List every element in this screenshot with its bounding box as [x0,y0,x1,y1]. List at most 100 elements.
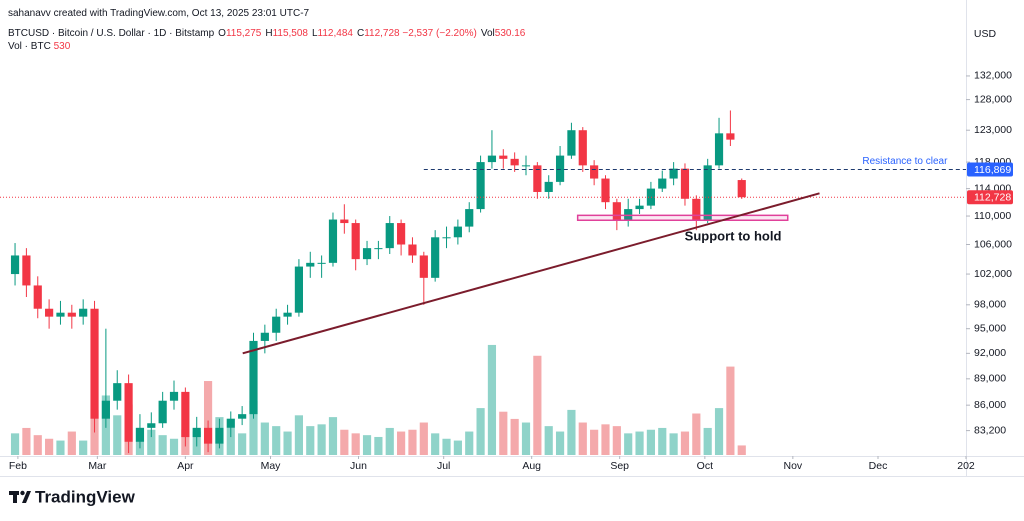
x-tick-label: 202 [957,460,975,472]
volume-bar [692,413,701,455]
legend-key: C [356,28,365,39]
candle-body [340,219,349,224]
candle-body [90,308,99,419]
volume-bar [306,426,315,455]
candle-body [590,165,599,179]
volume-bar [465,431,474,455]
volume-bar [624,433,633,455]
candle-body [10,255,20,275]
volume-bar [578,422,587,455]
volume-bar [374,436,383,455]
candle-body [555,155,565,182]
candle-body [306,262,315,267]
volume-bar [362,435,372,455]
volume-bar [419,422,428,455]
legend-value: 530.16 [494,28,526,39]
legend-key: H [265,28,273,39]
y-tick-label: 89,000 [974,373,1006,385]
support-zone [576,214,789,221]
candle-body [726,133,735,140]
volume-bar [397,431,406,455]
symbol: BTCUSD · Bitcoin / U.S. Dollar · 1D · Bi… [8,28,215,39]
support-label: Support to hold [685,229,782,244]
candle-body [272,316,281,333]
x-tick-label: Jun [350,460,367,472]
volume-bar [249,400,258,455]
y-tick-label: 95,000 [974,322,1006,334]
y-tick-label: 83,200 [974,424,1006,436]
candle-body [67,312,76,317]
candle-body [203,427,213,444]
volume-bar [158,435,167,455]
candle-body [101,400,110,419]
candle-body [431,237,440,278]
candle-body [658,178,667,189]
price-tag-label: 116,869 [974,164,1011,176]
volume-bar [317,424,326,455]
brand-name: TradingView [35,487,136,506]
volume-bar [726,366,735,455]
volume-bar [294,415,303,455]
candle-body [113,383,122,401]
volume-bar [567,409,576,455]
candle-body [533,165,542,192]
volume-bar [340,429,349,455]
resistance-label: Resistance to clear [862,156,948,167]
volume-bar [351,433,360,455]
volume-bar [22,427,31,455]
brand-logo [9,490,31,503]
volume-bar [272,426,281,455]
volume-bar [487,344,497,455]
candle-body [260,332,269,341]
candle-body [510,158,519,166]
volume-bar [555,431,565,455]
candle-body [249,340,258,415]
legend-key: L [311,28,318,39]
y-tick-label: 128,000 [974,93,1012,105]
legend-value: 115,275 [225,28,262,39]
candle-body [465,209,474,227]
candle-body [33,285,42,309]
volume-bar [703,427,712,455]
candle-body [362,248,372,260]
volume-bar [453,440,462,455]
volume-bar [714,408,724,455]
y-tick-label: 110,000 [974,210,1011,222]
volume-bar [737,445,746,455]
candle-body [499,155,508,159]
candle-body [374,248,383,250]
candle-body [635,205,644,210]
volume-bar [442,438,451,455]
credit: sahanavv created with TradingView.com, O… [8,8,310,19]
volume-bar [67,431,76,455]
symbol-legend: BTCUSD · Bitcoin / U.S. Dollar · 1D · Bi… [8,28,525,39]
candle-body [283,312,292,317]
x-tick-label: Aug [522,460,541,472]
candle-body [294,266,303,313]
volume-bar [169,438,179,455]
candle-body [521,165,531,167]
volume-bar [385,427,394,455]
volume-bar [533,355,542,455]
y-tick-label: 123,000 [974,124,1012,136]
volume-bar [203,381,213,455]
price-tag [967,190,1013,205]
trendline [242,192,820,355]
legend-value: 112,484 [317,28,353,39]
volume-bar [646,429,655,455]
candle-body [680,168,690,199]
candle-body [669,168,678,179]
volume-bar [612,426,621,455]
candle-body [385,223,394,249]
candle-body [601,178,610,203]
volume-bar [79,440,88,455]
volume-bar [260,422,269,455]
candle-body [646,188,655,206]
volume-bar [431,433,440,455]
y-tick-label: 132,000 [974,70,1012,82]
x-tick-label: Jul [437,460,450,472]
axes: 83,200 86,000 89,000 92,000 95,000 98,000 102,… [9,70,1013,472]
candle-body [56,312,65,317]
price-pane: Resistance to clear Support to hold [0,110,966,454]
